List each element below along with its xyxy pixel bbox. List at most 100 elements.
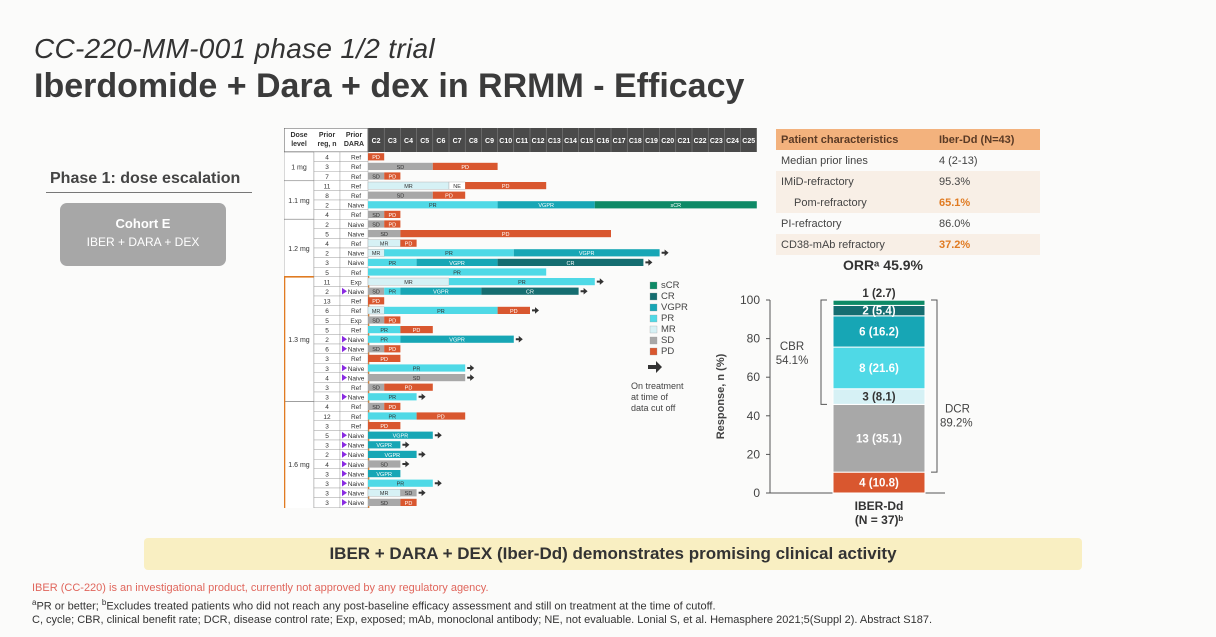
prior-reg-value: 3 xyxy=(325,471,329,478)
response-segment xyxy=(449,278,595,286)
response-segment xyxy=(513,249,660,257)
prior-reg-value: 7 xyxy=(325,174,329,181)
response-segment xyxy=(400,335,514,343)
legend-label: sCR xyxy=(661,280,680,291)
prior-dara-value: Ref xyxy=(351,385,361,392)
response-segment xyxy=(368,258,417,266)
footnote-a-marker: a xyxy=(32,598,37,607)
on-treatment-arrow xyxy=(596,278,604,285)
response-segment xyxy=(368,191,433,199)
prior-reg-value: 3 xyxy=(325,491,329,498)
segment-label: VGPR xyxy=(385,453,401,459)
table-row: PI-refractory 86.0% xyxy=(776,213,1040,234)
segment-label: PD xyxy=(388,318,396,324)
prior-dara-value: Ref xyxy=(351,327,361,334)
table-header-value: Iber-Dd (N=43) xyxy=(933,129,1040,150)
cohort-subtitle: IBER + DARA + DEX xyxy=(86,235,200,249)
phase-label: Phase 1: dose escalation xyxy=(50,170,241,187)
cycle-tick-label: C5 xyxy=(420,138,429,145)
response-segment xyxy=(368,441,401,449)
prior-dara-value: Naive xyxy=(348,443,365,450)
response-segment xyxy=(368,230,401,238)
table-header-characteristic: Patient characteristics xyxy=(776,129,934,150)
bar-segment-vgpr xyxy=(832,315,926,348)
footnote-b: Excludes treated patients who did not re… xyxy=(106,600,716,613)
segment-label: PD xyxy=(388,174,396,180)
segment-label: VGPR xyxy=(433,290,449,296)
naive-marker xyxy=(342,345,347,353)
response-segment xyxy=(368,201,498,209)
response-segment xyxy=(368,364,466,372)
prior-dara-value: Naive xyxy=(348,471,365,478)
characteristic-value: 86.0% xyxy=(938,217,971,230)
abbreviations: C, cycle; CBR, clinical benefit rate; DC… xyxy=(32,614,933,626)
prior-dara-value: Naive xyxy=(348,375,365,382)
segment-label: CR xyxy=(526,290,534,296)
prior-dara-value: Ref xyxy=(351,164,361,171)
segment-label: VGPR xyxy=(579,251,595,257)
response-segment xyxy=(368,287,385,295)
cohort-title: Cohort E xyxy=(115,216,171,231)
cycle-tick-label: C7 xyxy=(453,138,462,145)
prior-reg-value: 3 xyxy=(325,260,329,267)
chart-title: ORRᵃ 45.9% xyxy=(843,257,924,273)
segment-label: PD xyxy=(405,386,413,392)
response-segment xyxy=(368,422,401,430)
prior-reg-value: 4 xyxy=(325,241,329,248)
response-segment xyxy=(400,498,417,506)
data-label: 13 (35.1) xyxy=(856,433,902,445)
cycle-tick-label: C10 xyxy=(499,138,512,145)
y-tick-label: 20 xyxy=(747,447,761,461)
y-tick-label: 100 xyxy=(740,293,760,307)
segment-label: PD xyxy=(372,299,380,305)
response-segment xyxy=(368,153,385,161)
prior-reg-value: 3 xyxy=(325,481,329,488)
prior-dara-value: Naive xyxy=(348,203,365,210)
response-segment xyxy=(368,297,385,305)
response-segment xyxy=(481,287,579,295)
characteristic-label: CD38-mAb refractory xyxy=(776,234,934,255)
segment-label: MR xyxy=(404,280,413,286)
segment-label: PR xyxy=(453,270,461,276)
prior-reg-value: 11 xyxy=(324,279,331,286)
prior-dara-value: Naive xyxy=(348,491,365,498)
dose-group-cell xyxy=(284,276,315,402)
prior-reg-value: 5 xyxy=(325,270,329,277)
prior-dara-value: Naive xyxy=(348,222,365,229)
naive-marker xyxy=(342,451,347,458)
on-treatment-arrow xyxy=(467,374,475,381)
response-segment xyxy=(368,374,466,382)
prior-reg-value: 11 xyxy=(324,183,331,190)
on-treatment-arrow xyxy=(515,335,523,343)
response-segment xyxy=(368,268,547,276)
segment-label: SD xyxy=(372,347,380,353)
prior-dara-value: Ref xyxy=(351,414,361,421)
x-tick-label-n: (N = 37)ᵇ xyxy=(855,513,904,527)
legend-swatch xyxy=(649,325,658,334)
prior-dara-value: Naive xyxy=(348,251,365,258)
on-treatment-arrow xyxy=(402,441,410,449)
dose-group-cell xyxy=(284,401,315,508)
segment-label: SD xyxy=(380,232,388,238)
response-segment xyxy=(497,258,644,266)
response-segment xyxy=(368,450,417,458)
on-treatment-arrow xyxy=(661,249,669,257)
cycle-tick-label: C17 xyxy=(613,138,626,145)
prior-reg-value: 5 xyxy=(325,327,329,334)
segment-label: SD xyxy=(372,405,380,411)
prior-dara-value: Ref xyxy=(351,212,361,219)
segment-label: PD xyxy=(461,165,469,171)
segment-label: SD xyxy=(372,174,380,180)
naive-marker xyxy=(342,374,347,381)
prior-reg-value: 2 xyxy=(325,289,329,296)
data-label: 2 (5.4) xyxy=(862,306,895,318)
segment-label: PR xyxy=(380,328,388,334)
on-treatment-arrow xyxy=(418,489,426,497)
characteristic-label: Pom-refractory xyxy=(776,192,934,213)
prior-dara-value: Naive xyxy=(348,231,365,238)
legend-swatch xyxy=(649,303,658,312)
cycle-tick-label: C6 xyxy=(436,138,445,145)
on-treatment-legend-arrow xyxy=(648,361,662,373)
x-tick-label: IBER-Dd xyxy=(855,499,904,513)
response-segment xyxy=(368,460,401,468)
